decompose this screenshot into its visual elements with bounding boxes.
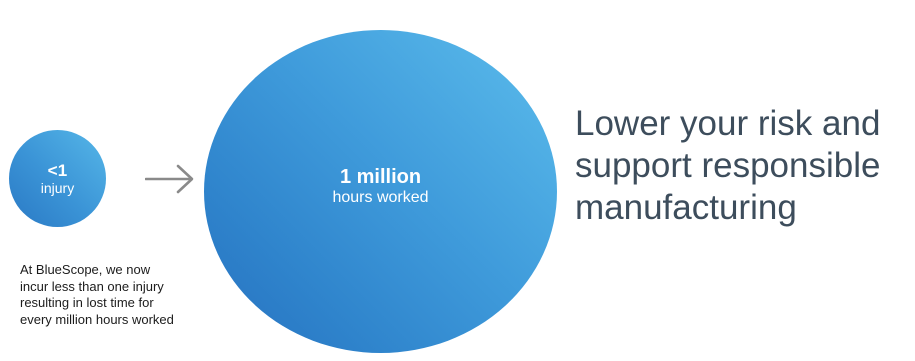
injury-stat-label: injury — [40, 179, 75, 196]
caption-line: every million hours worked — [20, 311, 174, 327]
caption-line: incur less than one injury — [20, 278, 164, 294]
hours-stat-label: hours worked — [332, 188, 429, 206]
headline-line: support responsible — [575, 146, 881, 185]
injury-stat-circle: <1 injury — [9, 130, 106, 227]
injury-stat-value: <1 — [47, 160, 68, 180]
hours-stat-value: 1 million — [339, 165, 422, 188]
arrow-right-icon — [145, 164, 194, 194]
caption-line: At BlueScope, we now — [20, 262, 151, 277]
headline: Lower your risk and support responsible … — [575, 103, 915, 229]
safety-caption: At BlueScope, we now incur less than one… — [20, 262, 230, 328]
headline-line: Lower your risk and — [575, 104, 881, 143]
caption-line: resulting in lost time for — [20, 295, 154, 310]
headline-line: manufacturing — [575, 188, 797, 227]
hours-stat-circle: 1 million hours worked — [204, 30, 557, 353]
